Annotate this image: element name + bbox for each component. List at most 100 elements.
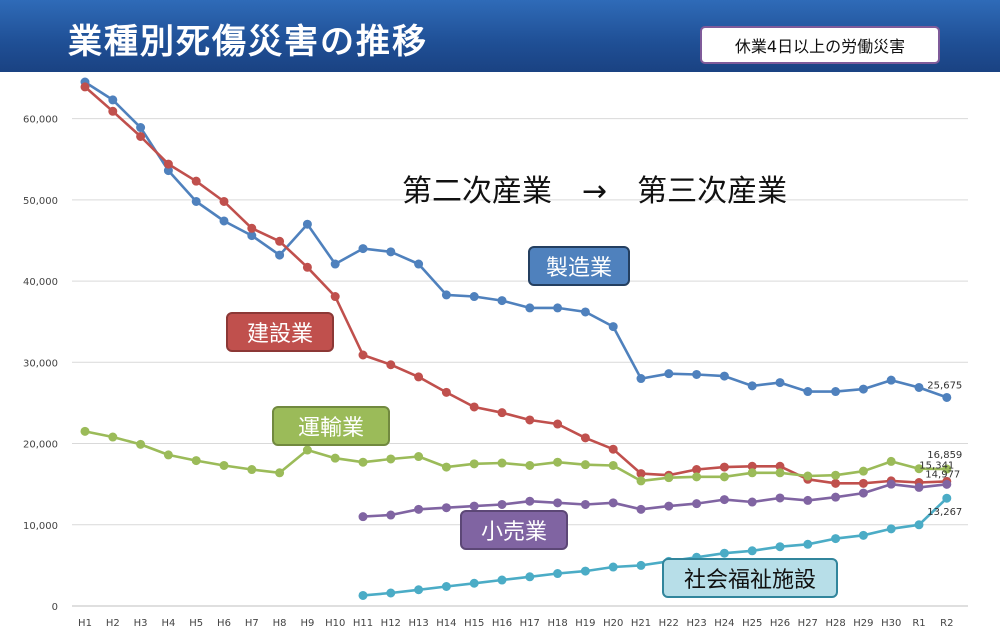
data-point xyxy=(163,450,173,460)
data-point xyxy=(858,478,868,488)
data-point xyxy=(942,479,952,489)
end-value-label: 25,675 xyxy=(927,380,962,391)
x-tick-label: H11 xyxy=(353,618,373,629)
note-box: 休業4日以上の労働災害 xyxy=(700,26,940,64)
data-point xyxy=(358,244,368,254)
data-point xyxy=(803,539,813,549)
x-tick-label: H1 xyxy=(78,618,92,629)
data-point xyxy=(414,452,424,462)
data-point xyxy=(219,196,229,206)
y-tick-label: 0 xyxy=(52,602,58,613)
x-tick-label: H3 xyxy=(134,618,148,629)
data-point xyxy=(580,566,590,576)
series-line xyxy=(84,81,948,399)
series-line xyxy=(84,430,947,483)
data-point xyxy=(414,372,424,382)
data-point xyxy=(608,460,618,470)
data-point xyxy=(664,473,674,483)
x-tick-label: R2 xyxy=(940,618,953,629)
x-tick-label: R1 xyxy=(912,618,925,629)
data-point xyxy=(803,495,813,505)
data-point xyxy=(886,479,896,489)
data-point xyxy=(719,548,729,558)
data-point xyxy=(692,472,702,482)
data-point xyxy=(858,530,868,540)
data-point xyxy=(664,501,674,511)
data-point xyxy=(247,231,257,241)
x-tick-label: H14 xyxy=(436,618,456,629)
series-label-construction: 建設業 xyxy=(226,312,334,352)
data-point xyxy=(163,159,173,169)
data-point xyxy=(80,82,90,92)
x-tick-label: H30 xyxy=(881,618,901,629)
data-point xyxy=(358,512,368,522)
x-tick-label: H19 xyxy=(575,618,595,629)
data-point xyxy=(580,307,590,317)
data-point xyxy=(358,590,368,600)
data-point xyxy=(942,392,952,402)
data-point xyxy=(636,374,646,384)
data-point xyxy=(858,384,868,394)
data-point xyxy=(636,504,646,514)
x-tick-label: H16 xyxy=(492,618,512,629)
x-tick-label: H13 xyxy=(408,618,428,629)
data-point xyxy=(469,459,479,469)
data-point xyxy=(803,387,813,397)
series-line xyxy=(362,482,947,518)
x-tick-label: H28 xyxy=(825,618,845,629)
data-point xyxy=(275,250,285,260)
data-point xyxy=(386,360,396,370)
data-point xyxy=(497,458,507,468)
data-point xyxy=(692,369,702,379)
x-tick-label: H22 xyxy=(659,618,679,629)
data-point xyxy=(275,468,285,478)
data-point xyxy=(330,292,340,302)
x-tick-label: H15 xyxy=(464,618,484,629)
data-point xyxy=(525,303,535,313)
data-point xyxy=(719,472,729,482)
x-tick-label: H8 xyxy=(273,618,287,629)
x-tick-label: H29 xyxy=(853,618,873,629)
data-point xyxy=(664,369,674,379)
data-point xyxy=(219,460,229,470)
data-point xyxy=(497,499,507,509)
y-tick-label: 40,000 xyxy=(23,277,58,288)
data-point xyxy=(775,542,785,552)
x-tick-label: H23 xyxy=(686,618,706,629)
data-point xyxy=(692,465,702,475)
data-point xyxy=(191,456,201,466)
data-point xyxy=(108,95,118,105)
data-point xyxy=(386,247,396,257)
x-tick-label: H4 xyxy=(161,618,175,629)
x-tick-label: H9 xyxy=(300,618,314,629)
data-point xyxy=(942,493,952,503)
data-point xyxy=(914,482,924,492)
x-tick-label: H2 xyxy=(106,618,120,629)
data-point xyxy=(636,469,646,479)
data-point xyxy=(414,504,424,514)
data-point xyxy=(858,488,868,498)
data-point xyxy=(747,381,757,391)
x-tick-label: H7 xyxy=(245,618,259,629)
x-tick-label: H21 xyxy=(631,618,651,629)
data-point xyxy=(247,223,257,233)
x-tick-label: H6 xyxy=(217,618,231,629)
series-line xyxy=(84,85,947,485)
data-point xyxy=(469,292,479,302)
data-point xyxy=(831,478,841,488)
series-label-welfare: 社会福祉施設 xyxy=(662,558,838,598)
data-point xyxy=(441,503,451,513)
data-point xyxy=(831,387,841,397)
data-point xyxy=(191,196,201,206)
data-point xyxy=(414,259,424,269)
end-value-label: 16,859 xyxy=(927,450,962,461)
x-tick-label: H10 xyxy=(325,618,345,629)
x-tick-label: H12 xyxy=(381,618,401,629)
data-point xyxy=(886,456,896,466)
data-point xyxy=(525,496,535,506)
data-point xyxy=(497,575,507,585)
data-point xyxy=(775,493,785,503)
x-tick-label: H17 xyxy=(520,618,540,629)
data-point xyxy=(441,582,451,592)
